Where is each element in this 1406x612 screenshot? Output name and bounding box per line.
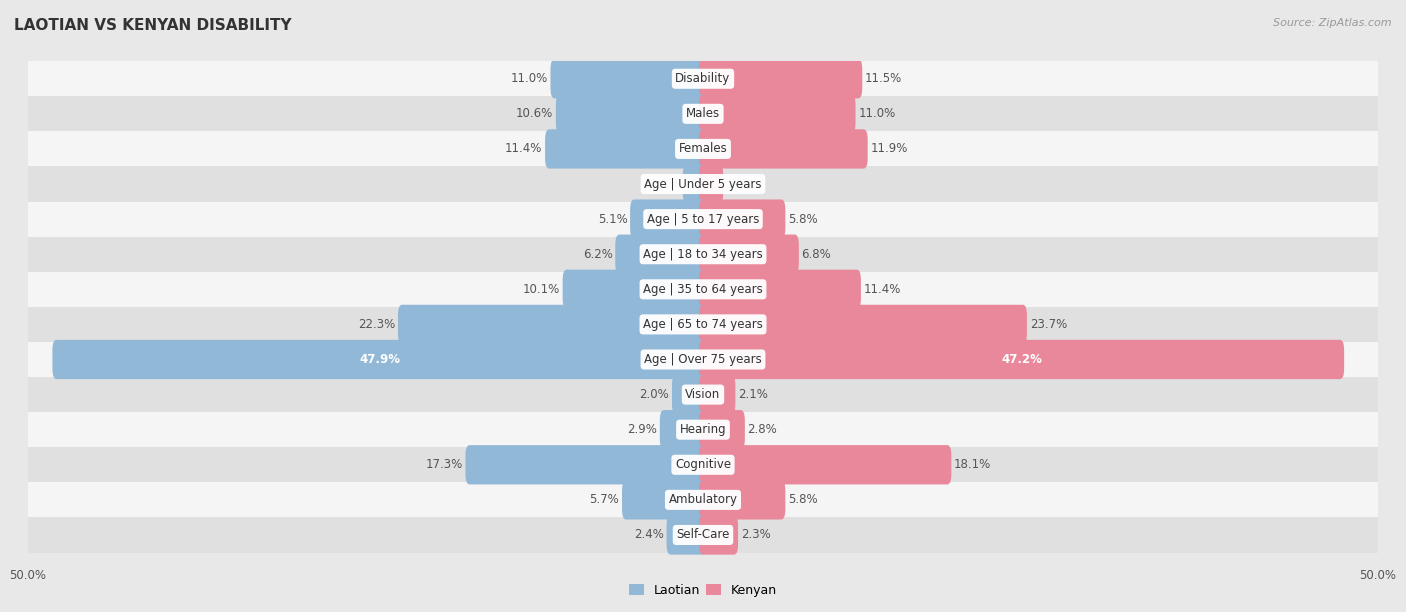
Text: 23.7%: 23.7% [1029,318,1067,331]
Text: 11.9%: 11.9% [870,143,908,155]
FancyBboxPatch shape [1,96,1405,132]
Text: 47.9%: 47.9% [359,353,401,366]
FancyBboxPatch shape [672,375,707,414]
FancyBboxPatch shape [1,482,1405,517]
FancyBboxPatch shape [1,307,1405,342]
FancyBboxPatch shape [699,375,735,414]
FancyBboxPatch shape [546,129,707,168]
Text: 5.1%: 5.1% [598,212,627,226]
Text: 10.1%: 10.1% [523,283,560,296]
Text: 17.3%: 17.3% [426,458,463,471]
Text: Hearing: Hearing [679,423,727,436]
FancyBboxPatch shape [699,200,786,239]
Text: 11.0%: 11.0% [858,107,896,121]
FancyBboxPatch shape [1,132,1405,166]
FancyBboxPatch shape [1,166,1405,201]
FancyBboxPatch shape [659,410,707,449]
FancyBboxPatch shape [52,340,707,379]
FancyBboxPatch shape [1,342,1405,377]
FancyBboxPatch shape [1,237,1405,272]
FancyBboxPatch shape [621,480,707,520]
FancyBboxPatch shape [699,445,952,485]
FancyBboxPatch shape [699,234,799,274]
FancyBboxPatch shape [551,59,707,99]
Text: Cognitive: Cognitive [675,458,731,471]
Text: Females: Females [679,143,727,155]
Text: 5.8%: 5.8% [787,493,818,506]
Text: Self-Care: Self-Care [676,529,730,542]
FancyBboxPatch shape [1,377,1405,412]
Legend: Laotian, Kenyan: Laotian, Kenyan [624,579,782,602]
FancyBboxPatch shape [1,201,1405,237]
Text: 5.7%: 5.7% [589,493,619,506]
Text: 1.2%: 1.2% [650,177,681,190]
Text: Age | Over 75 years: Age | Over 75 years [644,353,762,366]
Text: 47.2%: 47.2% [1001,353,1042,366]
FancyBboxPatch shape [630,200,707,239]
Text: 18.1%: 18.1% [955,458,991,471]
FancyBboxPatch shape [555,94,707,133]
Text: 11.4%: 11.4% [863,283,901,296]
Text: LAOTIAN VS KENYAN DISABILITY: LAOTIAN VS KENYAN DISABILITY [14,18,291,34]
FancyBboxPatch shape [562,270,707,309]
Text: Vision: Vision [685,388,721,401]
Text: 11.4%: 11.4% [505,143,543,155]
Text: 6.8%: 6.8% [801,248,831,261]
FancyBboxPatch shape [465,445,707,485]
FancyBboxPatch shape [1,517,1405,553]
FancyBboxPatch shape [699,94,855,133]
FancyBboxPatch shape [699,59,862,99]
FancyBboxPatch shape [699,165,723,204]
FancyBboxPatch shape [699,340,1344,379]
Text: Males: Males [686,107,720,121]
Text: 2.9%: 2.9% [627,423,657,436]
FancyBboxPatch shape [398,305,707,344]
Text: Age | 5 to 17 years: Age | 5 to 17 years [647,212,759,226]
Text: 2.4%: 2.4% [634,529,664,542]
Text: 11.5%: 11.5% [865,72,903,85]
Text: Age | 18 to 34 years: Age | 18 to 34 years [643,248,763,261]
FancyBboxPatch shape [699,410,745,449]
Text: 1.2%: 1.2% [725,177,756,190]
Text: Source: ZipAtlas.com: Source: ZipAtlas.com [1274,18,1392,28]
FancyBboxPatch shape [1,61,1405,96]
FancyBboxPatch shape [699,270,860,309]
Text: 2.1%: 2.1% [738,388,768,401]
Text: Age | 35 to 64 years: Age | 35 to 64 years [643,283,763,296]
FancyBboxPatch shape [699,129,868,168]
Text: 11.0%: 11.0% [510,72,548,85]
Text: 2.0%: 2.0% [640,388,669,401]
FancyBboxPatch shape [1,272,1405,307]
FancyBboxPatch shape [666,515,707,554]
Text: 2.3%: 2.3% [741,529,770,542]
FancyBboxPatch shape [1,447,1405,482]
FancyBboxPatch shape [699,480,786,520]
Text: 10.6%: 10.6% [516,107,553,121]
Text: Disability: Disability [675,72,731,85]
FancyBboxPatch shape [1,412,1405,447]
FancyBboxPatch shape [616,234,707,274]
Text: 2.8%: 2.8% [748,423,778,436]
Text: Age | 65 to 74 years: Age | 65 to 74 years [643,318,763,331]
Text: 6.2%: 6.2% [582,248,613,261]
FancyBboxPatch shape [699,305,1026,344]
Text: 5.8%: 5.8% [787,212,818,226]
Text: 22.3%: 22.3% [359,318,395,331]
Text: Ambulatory: Ambulatory [668,493,738,506]
FancyBboxPatch shape [699,515,738,554]
FancyBboxPatch shape [683,165,707,204]
Text: Age | Under 5 years: Age | Under 5 years [644,177,762,190]
